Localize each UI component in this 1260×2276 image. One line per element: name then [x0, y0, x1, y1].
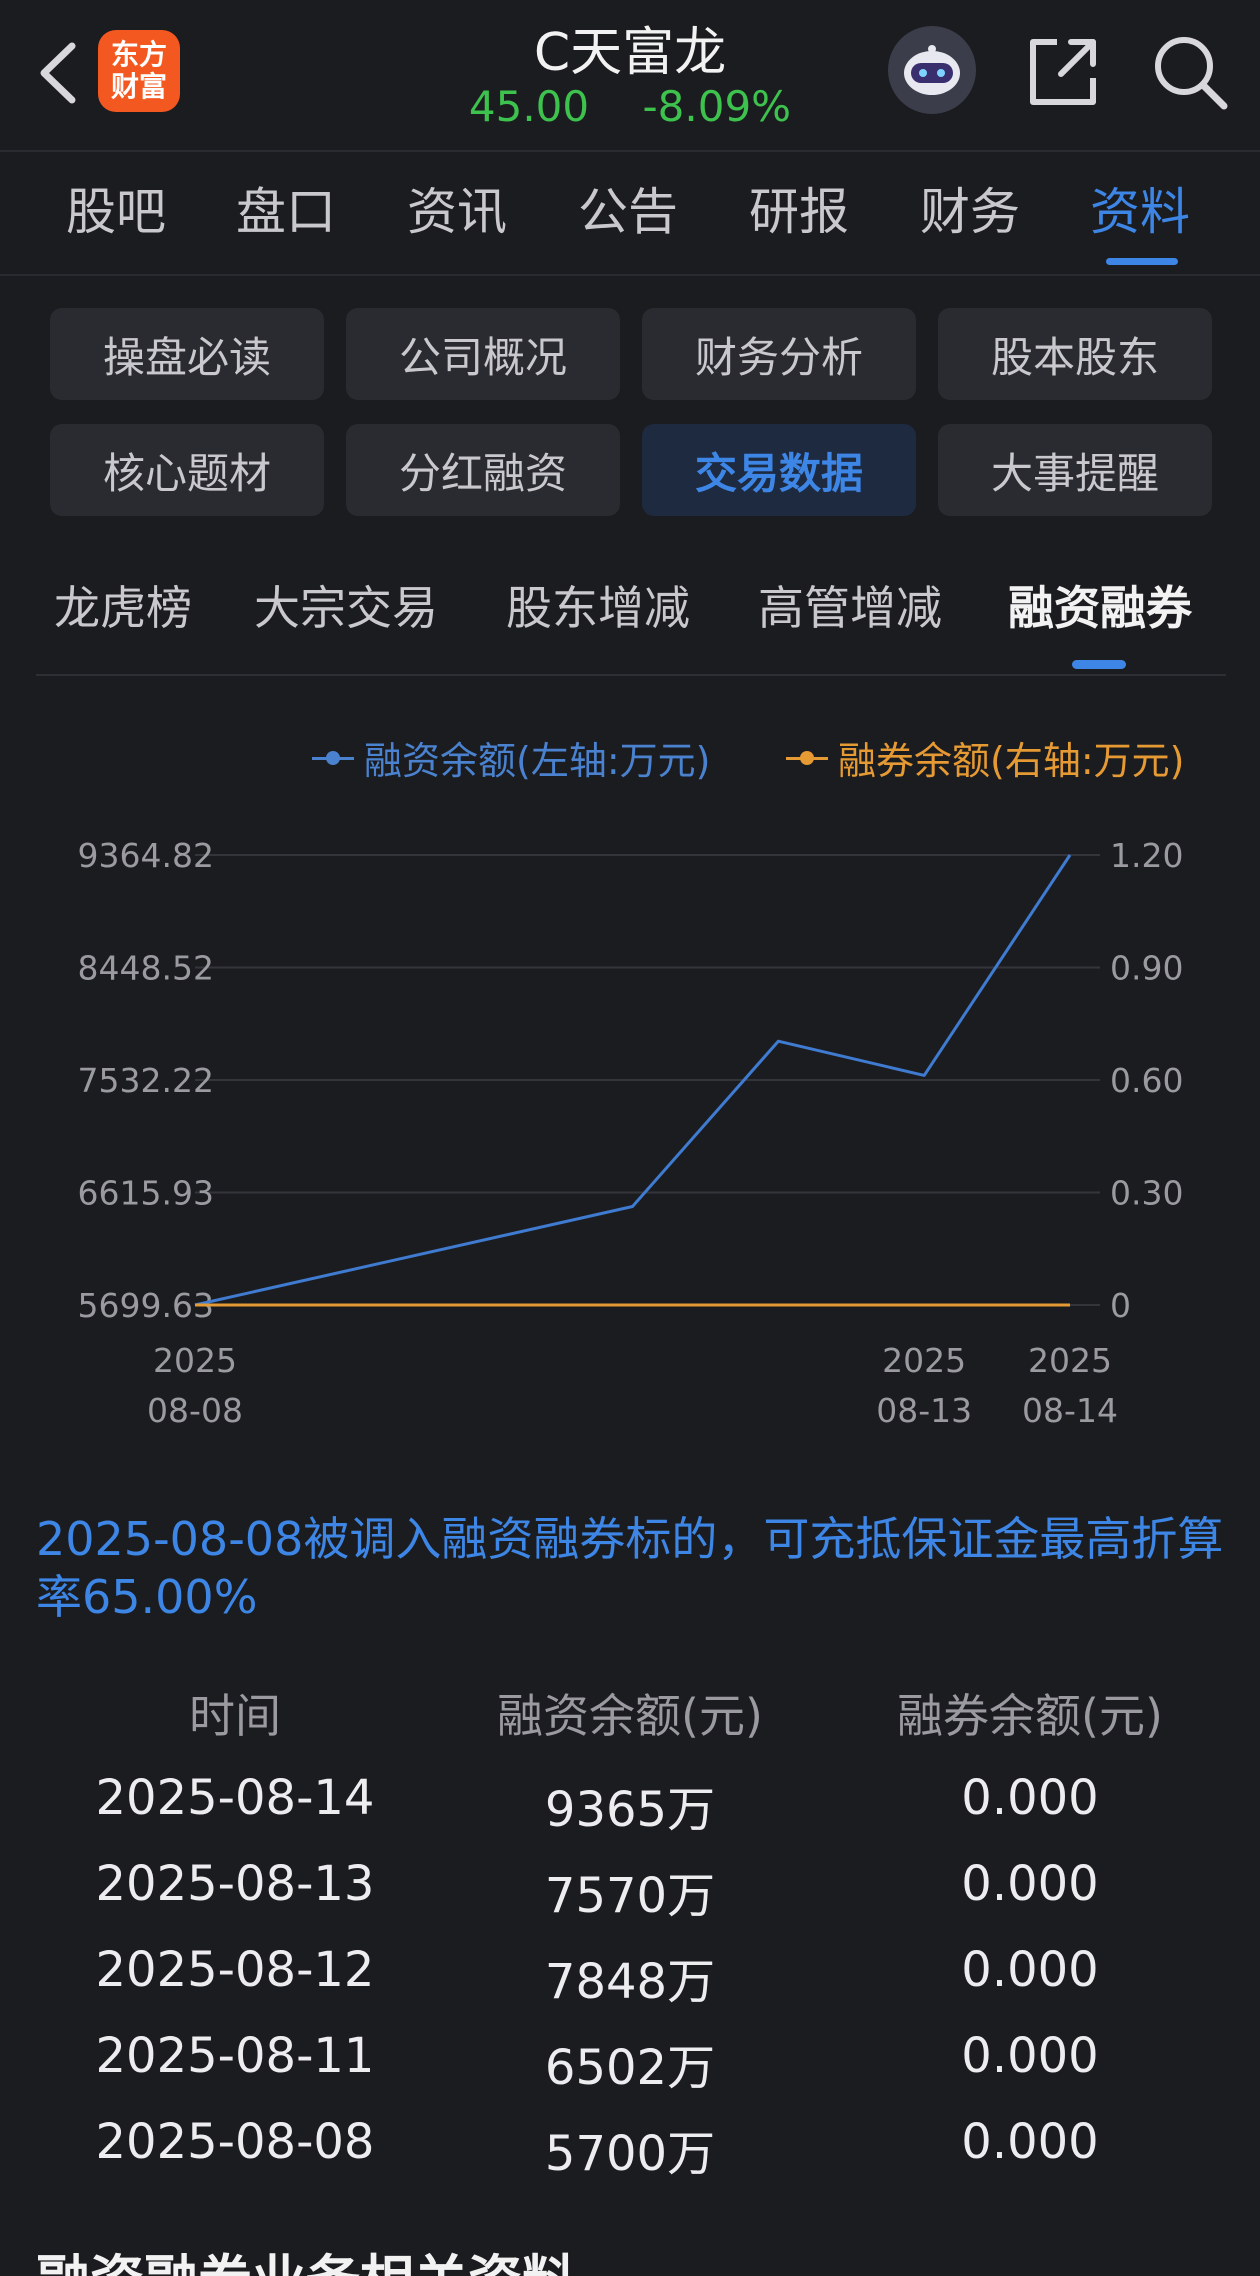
margin-eligibility-notice: 2025-08-08被调入融资融券标的，可充抵保证金最高折算率65.00%	[36, 1512, 1224, 1624]
legend-securities-lending-balance[interactable]: 融券余额(右轴:万元)	[786, 730, 1184, 785]
btn-core-themes[interactable]: 核心题材	[50, 424, 324, 516]
assistant-robot-icon[interactable]	[888, 26, 976, 114]
btn-company-overview[interactable]: 公司概况	[346, 308, 620, 400]
y-right-tick-label: 0.90	[1110, 949, 1183, 988]
x-tick-year-label: 2025	[882, 1341, 966, 1380]
logo-line1: 东方	[110, 38, 167, 71]
row-lending: 0.000	[961, 1942, 1099, 1998]
legend-orange-marker-icon	[786, 748, 828, 768]
stock-change: -8.09%	[642, 82, 792, 131]
legend-blue-marker-icon	[312, 748, 354, 768]
top-header: 东方 财富 C天富龙 45.00 -8.09%	[0, 0, 1260, 150]
row-date: 2025-08-14	[95, 1770, 375, 1826]
subtab-divider	[36, 674, 1226, 676]
legend-lending-label: 融券余额(右轴:万元)	[838, 739, 1185, 783]
active-tab-indicator	[1106, 258, 1178, 265]
share-icon[interactable]	[1025, 34, 1101, 110]
btn-trading-must-read[interactable]: 操盘必读	[50, 308, 324, 400]
row-financing: 5700万	[544, 2126, 716, 2182]
btn-major-events[interactable]: 大事提醒	[938, 424, 1212, 516]
row-date: 2025-08-08	[95, 2114, 375, 2170]
tab-finance[interactable]: 财务	[920, 183, 1020, 241]
row-lending: 0.000	[961, 2028, 1099, 2084]
y-left-tick-label: 8448.52	[78, 949, 214, 988]
tab-guba[interactable]: 股吧	[66, 183, 166, 241]
logo-line2: 财富	[110, 70, 167, 103]
legend-financing-balance[interactable]: 融资余额(左轴:万元)	[312, 730, 710, 785]
tab-profile[interactable]: 资料	[1090, 183, 1190, 241]
y-left-tick-label: 9364.82	[78, 836, 214, 875]
header-divider	[0, 150, 1260, 152]
row-financing: 7848万	[544, 1954, 716, 2010]
tab-announcements[interactable]: 公告	[578, 183, 678, 241]
table-row: 2025-08-14 9365万 0.000	[0, 1770, 1260, 1850]
subtab-margin-trading[interactable]: 融资融券	[1008, 581, 1192, 635]
legend-financing-label: 融资余额(左轴:万元)	[364, 739, 711, 783]
row-date: 2025-08-12	[95, 1942, 375, 1998]
row-financing: 9365万	[544, 1782, 716, 1838]
header-date: 时间	[189, 1689, 281, 1743]
subtab-block-trade[interactable]: 大宗交易	[254, 581, 438, 635]
financing-balance-line	[194, 854, 1072, 1307]
row-lending: 0.000	[961, 2114, 1099, 2170]
margin-balance-chart: 9364.82 8448.52 7532.22 6615.93 5699.63 1.20 0…	[78, 836, 1184, 1430]
tab-research[interactable]: 研报	[749, 183, 849, 241]
x-tick-date-label: 08-13	[876, 1391, 972, 1430]
y-left-tick-label: 6615.93	[78, 1173, 214, 1212]
row-lending: 0.000	[961, 1770, 1099, 1826]
btn-trading-data[interactable]: 交易数据	[642, 424, 916, 516]
table-row: 2025-08-13 7570万 0.000	[0, 1856, 1260, 1936]
row-date: 2025-08-11	[95, 2028, 375, 2084]
x-tick-year-label: 2025	[1028, 1341, 1112, 1380]
main-tab-bar: 股吧 盘口 资讯 公告 研报 财务 资料	[0, 172, 1260, 262]
subtab-shareholder-change[interactable]: 股东增减	[506, 581, 690, 635]
table-row: 2025-08-12 7848万 0.000	[0, 1942, 1260, 2022]
tabs-divider	[0, 274, 1260, 276]
active-subtab-indicator	[1072, 660, 1126, 669]
btn-dividends-financing[interactable]: 分红融资	[346, 424, 620, 516]
row-date: 2025-08-13	[95, 1856, 375, 1912]
tab-pankou[interactable]: 盘口	[236, 183, 336, 241]
x-tick-date-label: 08-08	[147, 1391, 243, 1430]
x-tick-year-label: 2025	[153, 1341, 237, 1380]
tab-news[interactable]: 资讯	[407, 183, 507, 241]
stock-quote: 45.00 -8.09%	[380, 82, 880, 131]
table-row: 2025-08-11 6502万 0.000	[0, 2028, 1260, 2108]
y-right-tick-label: 0.60	[1110, 1061, 1183, 1100]
btn-shareholders[interactable]: 股本股东	[938, 308, 1212, 400]
y-right-tick-label: 0	[1110, 1286, 1131, 1325]
row-financing: 6502万	[544, 2040, 716, 2096]
y-left-tick-label: 7532.22	[78, 1061, 214, 1100]
subtab-executive-change[interactable]: 高管增减	[758, 581, 942, 635]
y-right-tick-label: 1.20	[1110, 836, 1183, 875]
header-financing-balance: 融资余额(元)	[497, 1689, 763, 1743]
subtab-dragon-tiger[interactable]: 龙虎榜	[54, 581, 192, 635]
y-left-tick-label: 5699.63	[78, 1286, 214, 1325]
row-financing: 7570万	[544, 1868, 716, 1924]
header-lending-balance: 融券余额(元)	[897, 1689, 1163, 1743]
row-lending: 0.000	[961, 1856, 1099, 1912]
x-tick-date-label: 08-14	[1022, 1391, 1118, 1430]
stock-price: 45.00	[468, 82, 590, 131]
app-logo[interactable]: 东方 财富	[98, 30, 180, 112]
y-right-tick-label: 0.30	[1110, 1174, 1183, 1213]
btn-financial-analysis[interactable]: 财务分析	[642, 308, 916, 400]
back-arrow-icon[interactable]	[28, 38, 88, 108]
table-header: 时间 融资余额(元) 融券余额(元)	[0, 1680, 1260, 1760]
stock-title: C天富龙	[533, 23, 727, 83]
next-section-title: 融资融券业务相关资料	[36, 2236, 936, 2276]
table-row: 2025-08-08 5700万 0.000	[0, 2114, 1260, 2194]
search-icon[interactable]	[1150, 32, 1230, 112]
